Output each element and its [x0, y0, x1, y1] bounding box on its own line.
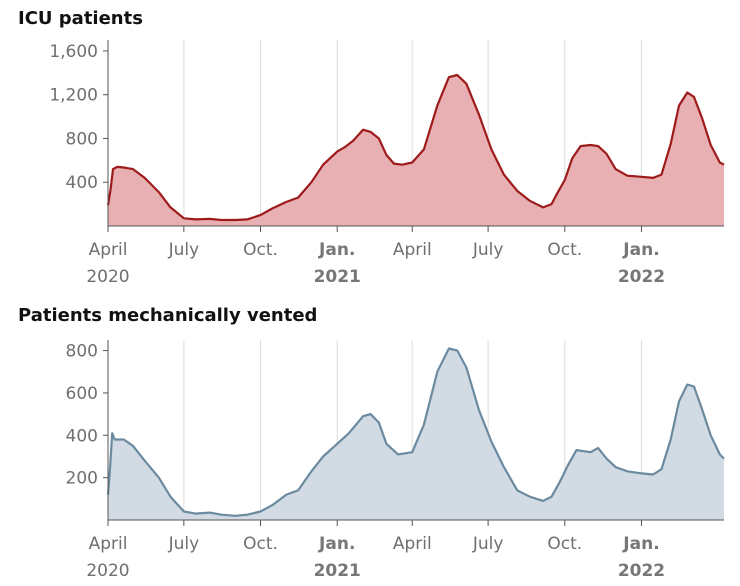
line-vented: [106, 347, 725, 517]
x-tick-label-vented-1: July: [168, 534, 200, 554]
chart-icu: 400 800 1,200 1,600 April 2020 July Oct. Jan. 202…: [49, 40, 725, 287]
line-icu: [106, 73, 725, 222]
y-tick-label-icu-2: 1,200: [49, 86, 98, 106]
y-tick-label-vented-3: 800: [66, 342, 98, 362]
y-tick-label-vented-2: 600: [66, 384, 98, 404]
area-icu: [108, 75, 724, 226]
x-tick-label-icu-0: April: [89, 240, 128, 260]
x-year-label-vented-3: 2021: [314, 561, 361, 581]
x-tick-label-vented-6: Oct.: [547, 534, 582, 554]
x-tick-label-icu-4: April: [393, 240, 432, 260]
x-year-label-icu-3: 2021: [314, 267, 361, 287]
x-tick-label-vented-5: July: [472, 534, 504, 554]
y-tick-label-icu-0: 400: [66, 173, 98, 193]
chart-vented: 200 400 600 800 April 2020 July Oct. Jan. 2021 Apr…: [66, 340, 725, 581]
x-tick-label-icu-7: Jan.: [622, 240, 659, 260]
x-tick-label-icu-2: Oct.: [243, 240, 278, 260]
chart-title-icu: ICU patients: [18, 8, 143, 29]
x-year-label-vented-0: 2020: [86, 561, 129, 581]
x-year-label-vented-7: 2022: [618, 561, 665, 581]
area-vented: [108, 348, 724, 520]
x-tick-label-icu-3: Jan.: [318, 240, 355, 260]
chart-title-vented: Patients mechanically vented: [18, 305, 318, 326]
y-tick-label-icu-3: 1,600: [49, 42, 98, 62]
x-tick-label-vented-2: Oct.: [243, 534, 278, 554]
x-year-label-icu-7: 2022: [618, 267, 665, 287]
x-tick-label-vented-7: Jan.: [622, 534, 659, 554]
x-year-label-icu-0: 2020: [86, 267, 129, 287]
x-tick-label-vented-0: April: [89, 534, 128, 554]
y-tick-label-icu-1: 800: [66, 129, 98, 149]
x-tick-label-vented-4: April: [393, 534, 432, 554]
x-tick-label-icu-5: July: [472, 240, 504, 260]
y-tick-label-vented-0: 200: [66, 469, 98, 489]
x-tick-label-vented-3: Jan.: [318, 534, 355, 554]
x-tick-label-icu-1: July: [168, 240, 200, 260]
x-tick-label-icu-6: Oct.: [547, 240, 582, 260]
y-tick-label-vented-1: 400: [66, 426, 98, 446]
